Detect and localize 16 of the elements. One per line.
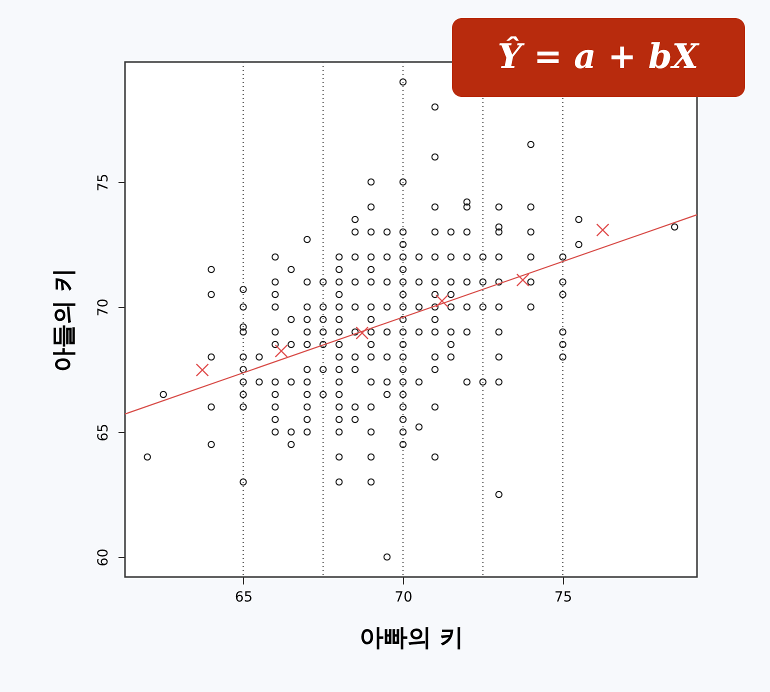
y-tick-label: 70: [96, 298, 112, 316]
y-tick-label: 75: [96, 174, 112, 192]
y-tick-label: 65: [96, 424, 112, 442]
x-tick-label: 75: [554, 590, 572, 606]
x-axis-title: 아빠의 키: [359, 624, 464, 652]
y-axis-title: 아들의 키: [50, 268, 78, 372]
point: [356, 326, 369, 340]
point: [435, 294, 449, 308]
point: [196, 363, 209, 377]
point: [596, 223, 610, 237]
x-tick-label: 65: [234, 590, 253, 606]
x-tick-label: 70: [394, 590, 412, 606]
annotation: Ŷ = a + bX: [498, 36, 700, 77]
point: [516, 273, 530, 287]
y-tick-label: 60: [96, 548, 112, 566]
point: [274, 344, 288, 358]
